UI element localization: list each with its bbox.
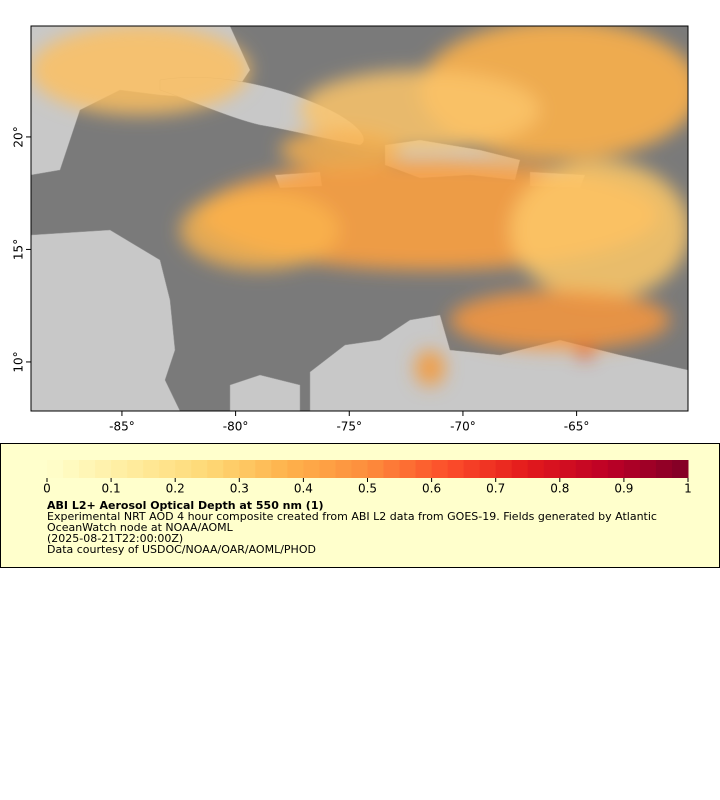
colorbar-tick-label: 0.9: [614, 482, 633, 496]
legend-title: ABI L2+ Aerosol Optical Depth at 550 nm …: [47, 499, 324, 512]
colorbar-swatch: [447, 460, 465, 478]
y-tick-label: 20°: [12, 126, 26, 147]
x-tick-label: -70°: [450, 420, 476, 434]
colorbar-swatch: [127, 460, 144, 478]
colorbar-swatch: [255, 460, 272, 478]
colorbar-swatch: [223, 460, 240, 478]
colorbar-swatch: [575, 460, 593, 478]
map-frame: [30, 25, 689, 412]
colorbar-swatch: [287, 460, 304, 478]
colorbar-tick-label: 1: [684, 482, 692, 496]
colorbar-swatch: [47, 460, 64, 478]
colorbar-swatch: [607, 460, 625, 478]
colorbar-swatch: [511, 460, 529, 478]
colorbar-tick-label: 0.7: [486, 482, 505, 496]
colorbar-swatch: [431, 460, 449, 478]
colorbar-tick-label: 0.1: [102, 482, 121, 496]
colorbar-swatch: [671, 460, 689, 478]
colorbar-swatch: [111, 460, 128, 478]
colorbar-tick-label: 0.3: [230, 482, 249, 496]
colorbar-swatch: [463, 460, 481, 478]
colorbar-swatch: [623, 460, 641, 478]
colorbar-swatch: [271, 460, 288, 478]
colorbar-tick-label: 0: [43, 482, 51, 496]
colorbar-tick-label: 0.6: [422, 482, 441, 496]
x-tick-label: -75°: [336, 420, 362, 434]
x-tick-label: -80°: [223, 420, 249, 434]
colorbar-swatch: [303, 460, 320, 478]
colorbar-swatch: [527, 460, 545, 478]
colorbar-swatch: [639, 460, 657, 478]
colorbar-tick-label: 0.5: [358, 482, 377, 496]
colorbar-swatch: [543, 460, 561, 478]
legend-description: Experimental NRT AOD 4 hour composite cr…: [47, 510, 657, 534]
colorbar-swatch: [207, 460, 224, 478]
map-image: [31, 26, 688, 411]
colorbar-swatch: [367, 460, 385, 478]
colorbar-tick-label: 0.2: [166, 482, 185, 496]
colorbar-swatch: [495, 460, 513, 478]
colorbar-swatch: [191, 460, 208, 478]
y-tick-label: 10°: [12, 351, 26, 372]
x-tick-label: -65°: [564, 420, 590, 434]
colorbar-swatch: [95, 460, 112, 478]
colorbar-swatch: [63, 460, 80, 478]
colorbar-swatch: [399, 460, 417, 478]
colorbar-swatch: [335, 460, 352, 478]
y-tick-label: 15°: [12, 239, 26, 260]
legend-text: ABI L2+ Aerosol Optical Depth at 550 nm …: [47, 500, 687, 555]
colorbar-tick-label: 0.8: [550, 482, 569, 496]
colorbar-swatch: [415, 460, 433, 478]
colorbar-swatch: [559, 460, 577, 478]
colorbar-swatch: [79, 460, 96, 478]
map: -85° -80° -75° -70° -65° 10° 15° 20° 0 0.1 0.2 0.3 0…: [12, 25, 692, 496]
colorbar-swatch: [383, 460, 401, 478]
colorbar-swatch: [351, 460, 368, 478]
aerosol-field: [31, 26, 688, 386]
colorbar-swatch: [319, 460, 336, 478]
colorbar-swatch: [479, 460, 497, 478]
colorbar-swatch: [175, 460, 192, 478]
colorbar-swatch: [159, 460, 176, 478]
legend-credit: Data courtesy of USDOC/NOAA/OAR/AOML/PHO…: [47, 543, 316, 556]
x-tick-label: -85°: [109, 420, 135, 434]
colorbar-swatch: [239, 460, 256, 478]
colorbar-swatch: [143, 460, 160, 478]
colorbar-swatch: [591, 460, 609, 478]
legend-time: (2025-08-21T22:00:00Z): [47, 532, 184, 545]
colorbar-swatch: [655, 460, 673, 478]
colorbar-tick-label: 0.4: [294, 482, 313, 496]
